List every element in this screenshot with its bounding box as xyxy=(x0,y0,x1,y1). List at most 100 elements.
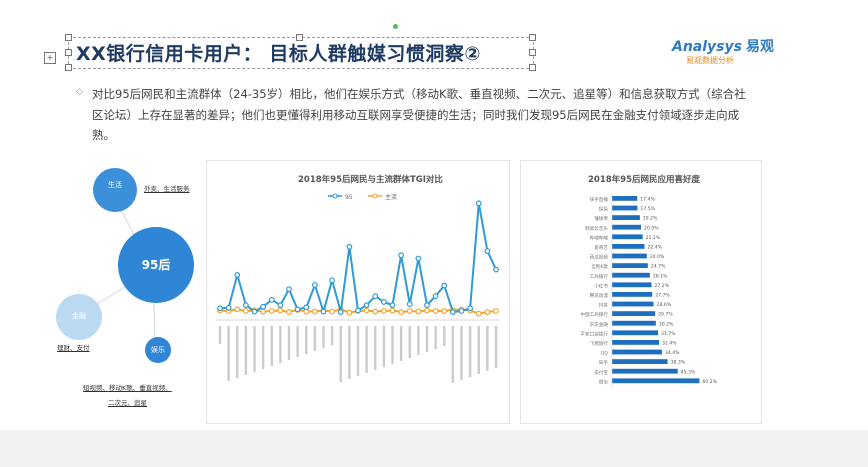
series-95-point xyxy=(415,255,422,262)
series-95-line xyxy=(219,203,497,315)
bar-value-label: 60.2% xyxy=(702,379,717,385)
bar-category-label: 中国工商银行 xyxy=(580,311,608,318)
line-chart-title: 2018年95后网民与主流群体TGI对比 xyxy=(298,175,443,185)
series-95-point xyxy=(406,301,413,307)
move-icon[interactable]: + xyxy=(44,52,56,64)
bar xyxy=(612,359,668,364)
series-95-point xyxy=(329,277,336,284)
series-95-point xyxy=(441,282,448,289)
resize-handle[interactable] xyxy=(65,34,72,41)
analysys-logo: Analysys 易观 易观数据分析 xyxy=(672,39,774,65)
x-tick-label xyxy=(261,326,265,369)
x-tick-label xyxy=(218,326,222,344)
bar xyxy=(612,378,700,384)
series-main-point xyxy=(484,309,491,315)
bar-value-label: 32.4% xyxy=(662,341,677,347)
x-tick-label xyxy=(477,326,480,374)
series-95-point xyxy=(355,307,361,314)
series-95-point xyxy=(458,308,465,314)
resize-handle[interactable] xyxy=(65,49,72,56)
series-main-point xyxy=(311,308,318,315)
x-tick-label xyxy=(330,326,334,345)
bar-category-label: 网易云音乐 xyxy=(585,225,608,232)
x-tick-label xyxy=(434,326,437,349)
series-main-point xyxy=(268,308,275,314)
series-main-point xyxy=(234,306,241,313)
bar-value-label: 17.5% xyxy=(640,206,655,212)
bar xyxy=(612,320,656,326)
series-main-point xyxy=(346,309,353,316)
bar-category-label: 小红书 xyxy=(594,282,608,289)
x-tick-label xyxy=(279,326,282,363)
bar-category-label: 知乎 xyxy=(599,359,609,366)
series-main-point xyxy=(493,308,499,314)
bar-category-label: 西瓜视频 xyxy=(590,254,609,261)
x-tick-label xyxy=(339,326,342,382)
bar-category-label: 支付宝 xyxy=(594,369,608,376)
bar xyxy=(612,244,645,249)
bar xyxy=(612,234,643,240)
series-main-point xyxy=(380,308,387,314)
series-95-point xyxy=(475,200,482,207)
resize-handle[interactable] xyxy=(529,34,536,41)
x-tick-label xyxy=(417,326,420,355)
bar-value-label: 34.4% xyxy=(665,350,680,356)
resize-handle[interactable] xyxy=(529,64,536,71)
series-main-point xyxy=(372,308,379,315)
series-main-point xyxy=(242,308,249,314)
resize-handle[interactable] xyxy=(529,49,536,56)
series-main-point xyxy=(406,308,413,314)
x-tick-label xyxy=(296,326,299,357)
x-tick-label xyxy=(468,326,472,377)
series-95-point xyxy=(363,302,370,309)
series-main-point xyxy=(432,308,439,314)
bar-value-label: 17.4% xyxy=(640,197,655,203)
series-95-point xyxy=(234,272,241,278)
x-tick-label xyxy=(322,326,325,348)
x-tick-label xyxy=(399,326,403,361)
series-95-point xyxy=(286,286,292,293)
bar-value-label: 26.1% xyxy=(653,273,668,279)
ent-bubble-label: 娱乐 xyxy=(151,346,165,354)
series-95-point xyxy=(346,243,353,250)
bar-value-label: 22.4% xyxy=(648,245,663,251)
series-95-point xyxy=(449,309,456,315)
series-95-point xyxy=(251,308,258,315)
series-main-point xyxy=(277,307,284,314)
resize-handle[interactable] xyxy=(65,64,72,71)
series-main-point xyxy=(389,307,396,314)
bar-category-label: 微信 xyxy=(599,378,609,385)
series-95-point xyxy=(398,252,405,259)
bullet-text: 对比95后网民和主流群体（24-35岁）相比，他们在娱乐方式（移动K歌、垂直视频… xyxy=(92,87,746,142)
series-main-point xyxy=(398,309,405,315)
series-95-point xyxy=(277,302,284,309)
bar-category-label: 腾讯动漫 xyxy=(590,292,609,299)
bar xyxy=(612,215,640,220)
series-main-point xyxy=(260,308,267,315)
x-tick-label xyxy=(443,326,446,346)
rotate-handle[interactable] xyxy=(393,24,398,29)
x-tick-label xyxy=(270,326,273,366)
x-tick-label xyxy=(227,326,230,381)
series-95-point xyxy=(320,308,327,315)
bar xyxy=(612,311,656,316)
bar xyxy=(612,340,660,345)
bar-value-label: 19.2% xyxy=(643,216,658,222)
series-95-point xyxy=(467,305,474,312)
x-tick-label xyxy=(287,326,291,360)
bar xyxy=(612,272,650,278)
series-main-point xyxy=(286,309,292,315)
bar-category-label: 哔哩哔哩 xyxy=(590,234,609,241)
resize-handle[interactable] xyxy=(296,34,303,41)
bar xyxy=(612,368,678,374)
series-main-point xyxy=(415,308,422,315)
series-95-point xyxy=(268,296,275,303)
ent-desc-line1: 短视频、移动K歌、垂直视频、 xyxy=(83,384,172,392)
bar xyxy=(612,263,648,268)
bar xyxy=(612,282,652,288)
series-95-point xyxy=(484,248,491,254)
life-bubble xyxy=(93,168,137,212)
life-bubble-label: 生活 xyxy=(108,181,122,189)
series-main-point xyxy=(363,307,370,314)
bar xyxy=(612,224,642,230)
